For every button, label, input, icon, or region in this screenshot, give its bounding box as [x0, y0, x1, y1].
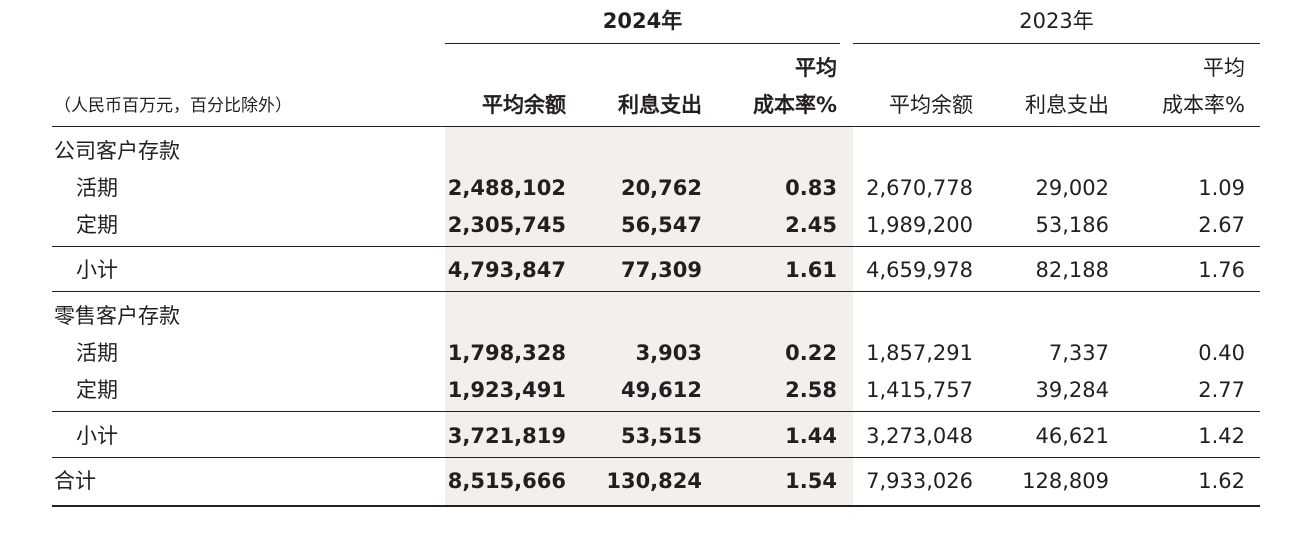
row-rule [52, 457, 1260, 458]
cell: 1.42 [1198, 424, 1245, 448]
row-rule [52, 291, 1260, 292]
cell: 29,002 [1035, 176, 1109, 200]
col-2024-interest-expense: 利息支出 [618, 93, 702, 117]
cell: 3,903 [635, 341, 702, 365]
row-label-total: 合计 [54, 469, 96, 493]
section-corporate-deposits: 公司客户存款 [54, 139, 180, 163]
year-2023-rule [853, 43, 1260, 44]
header-rule [52, 126, 1260, 127]
cell: 1.09 [1198, 176, 1245, 200]
cell: 4,793,847 [447, 258, 566, 282]
cell: 1.44 [785, 424, 837, 448]
cell: 1.76 [1198, 258, 1245, 282]
col-2023-avg-cost-rate-line2: 成本率% [1162, 93, 1245, 117]
row-label: 活期 [76, 176, 118, 200]
cell: 128,809 [1022, 469, 1109, 493]
year-2024-shading [445, 126, 853, 507]
cell: 7,337 [1048, 341, 1109, 365]
col-2023-avg-cost-rate-line1: 平均 [1203, 56, 1245, 80]
cell: 53,515 [620, 424, 702, 448]
cell: 82,188 [1035, 258, 1109, 282]
row-rule [52, 246, 1260, 247]
cell: 77,309 [620, 258, 702, 282]
cell: 2,488,102 [447, 176, 566, 200]
cell: 2.45 [785, 213, 837, 237]
cell: 1.62 [1198, 469, 1245, 493]
col-2024-avg-cost-rate-line1: 平均 [795, 56, 837, 80]
row-label: 定期 [76, 378, 118, 402]
cell: 2,305,745 [447, 213, 566, 237]
col-2024-avg-cost-rate-line2: 成本率% [752, 93, 837, 117]
year-2024-heading: 2024年 [602, 9, 683, 33]
cell: 1,923,491 [447, 378, 566, 402]
year-2023-heading: 2023年 [1019, 9, 1094, 33]
cell: 1,798,328 [447, 341, 566, 365]
cell: 0.22 [785, 341, 837, 365]
cell: 0.40 [1198, 341, 1245, 365]
cell: 2.67 [1198, 213, 1245, 237]
cell: 1.61 [785, 258, 837, 282]
cell: 8,515,666 [447, 469, 566, 493]
col-2024-avg-balance: 平均余额 [482, 93, 566, 117]
bottom-rule [52, 505, 1260, 507]
cell: 0.83 [785, 176, 837, 200]
row-rule [52, 411, 1260, 412]
cell: 49,612 [620, 378, 702, 402]
cell: 1,989,200 [866, 213, 973, 237]
cell: 39,284 [1035, 378, 1109, 402]
row-label-subtotal: 小计 [76, 258, 118, 282]
cell: 20,762 [620, 176, 702, 200]
cell: 56,547 [620, 213, 702, 237]
cell: 7,933,026 [866, 469, 973, 493]
cell: 130,824 [606, 469, 702, 493]
cell: 3,273,048 [866, 424, 973, 448]
cell: 1.54 [785, 469, 837, 493]
unit-note: （人民币百万元，百分比除外） [54, 96, 292, 116]
col-2023-avg-balance: 平均余额 [889, 93, 973, 117]
cell: 3,721,819 [447, 424, 566, 448]
col-2023-interest-expense: 利息支出 [1025, 93, 1109, 117]
cell: 1,415,757 [866, 378, 973, 402]
cell: 1,857,291 [866, 341, 973, 365]
cell: 53,186 [1035, 213, 1109, 237]
cell: 2.58 [785, 378, 837, 402]
section-retail-deposits: 零售客户存款 [54, 304, 180, 328]
row-label: 定期 [76, 213, 118, 237]
row-label: 活期 [76, 341, 118, 365]
cell: 46,621 [1035, 424, 1109, 448]
cell: 2,670,778 [866, 176, 973, 200]
row-label-subtotal: 小计 [76, 424, 118, 448]
year-2024-rule [445, 43, 840, 44]
cell: 2.77 [1198, 378, 1245, 402]
cell: 4,659,978 [866, 258, 973, 282]
